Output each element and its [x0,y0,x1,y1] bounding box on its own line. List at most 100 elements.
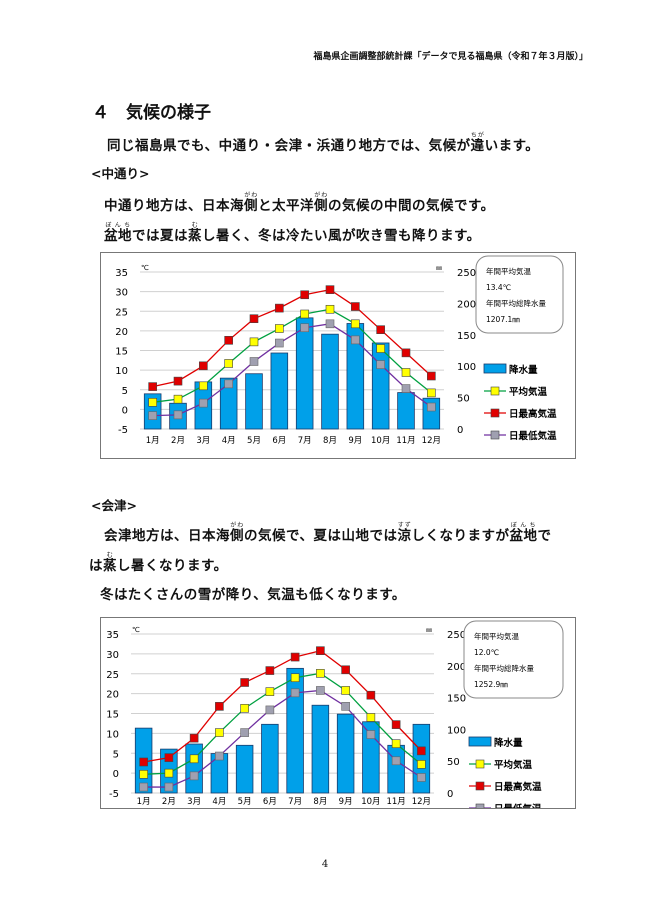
info-text: 年間平均総降水量 [486,298,546,308]
series-line-1 [152,308,432,403]
data-point-marker [417,746,426,756]
ruby-base: 側 [314,198,328,214]
ruby-word: 側がわ [314,192,328,214]
month-label: 2月 [162,797,176,807]
text-segment: の気候の中間の気候です。 [328,198,495,214]
month-label: 7月 [288,797,302,807]
data-point-marker [325,319,335,329]
data-point-marker [265,687,275,696]
data-point-marker [290,652,300,662]
ruby-reading: ぼんち [509,522,538,529]
data-point-marker [240,678,249,687]
left-axis-tick-label: 0 [122,405,128,416]
ruby-reading: がわ [314,192,328,199]
left-axis-tick-label: 5 [113,749,119,760]
ruby-word: 側がわ [230,522,244,544]
data-point-marker [417,760,426,769]
right-axis-tick-label: 250 [447,630,466,641]
section-title: ４ 気候の様子 [92,103,211,123]
data-point-marker [199,361,208,371]
data-point-marker [300,290,309,300]
month-label: 4月 [212,797,226,807]
text-segment: では夏は [132,228,188,244]
left-axis-tick-label: 15 [106,710,119,721]
aizu-paragraph-1: 会津地方は、日本海側がわの気候で、夏は山地では涼すずしくなりますが盆地ぼんちで [104,522,551,544]
data-point-marker [427,402,436,412]
ruby-word: 涼すず [397,522,411,544]
right-axis-tick-label: 0 [447,789,453,800]
data-point-marker [427,388,436,398]
left-axis-tick-label: 25 [115,307,128,318]
ruby-base: 違 [470,138,485,154]
series-line-2 [152,288,432,388]
legend-marker [490,430,500,440]
info-text: 年間平均気温 [486,266,531,276]
ruby-base: 蒸 [103,558,117,574]
data-point-marker [351,319,360,329]
data-point-marker [199,398,208,408]
month-label: 2月 [171,436,185,446]
legend-swatch-precipitation [483,363,507,374]
text-segment: と太平洋 [258,198,314,214]
data-point-marker [401,348,411,358]
text-segment: は [89,558,103,574]
ruby-reading: む [188,222,202,229]
precipitation-bar [397,392,415,430]
text-segment: の気候で、夏は山地では [244,528,398,544]
data-point-marker [249,357,259,366]
right-axis-tick-label: 100 [447,725,466,736]
data-point-marker [224,379,233,389]
ruby-base: 盆地 [104,228,132,244]
data-point-marker [215,702,224,711]
data-point-marker [391,739,401,749]
info-text: 年間平均総降水量 [474,663,534,673]
data-point-marker [351,335,360,345]
month-label: 12月 [412,797,431,807]
left-axis-tick-label: 10 [106,729,119,740]
month-label: 6月 [263,797,277,807]
legend-label: 日最低気温 [494,803,542,808]
nakadori-paragraph-1: 中通り地方は、日本海側がわと太平洋側がわの気候の中間の気候です。 [104,192,495,214]
data-point-marker [316,686,325,695]
month-label: 5月 [238,797,252,807]
data-point-marker [164,768,174,778]
month-label: 9月 [339,797,353,807]
month-label: 11月 [396,436,415,446]
data-point-marker [341,686,350,695]
aizu-paragraph-3: 冬はたくさんの雪が降り、気温も低くなります。 [100,583,406,603]
data-point-marker [139,782,148,792]
month-label: 4月 [222,436,236,446]
data-point-marker [215,728,224,737]
data-point-marker [265,666,275,675]
data-point-marker [341,665,350,675]
right-axis-tick-label: 50 [447,757,460,768]
nakadori-climate-chart: 35 30 25 20 15 10 5 0 -5 250 200 150 100 50 0 ℃ ㎜ 1月 2月 3月 4… [100,252,576,459]
left-axis-tick-label: 35 [115,268,128,279]
ruby-base: 盆地 [509,528,538,544]
ruby-reading: すず [397,522,412,529]
legend-marker [490,386,500,396]
precipitation-bar [219,377,238,430]
left-axis-tick-label: 20 [115,327,128,338]
ruby-reading: がわ [244,192,258,199]
data-point-marker [376,360,385,369]
aizu-paragraph-2: は蒸むし暑くなります。 [89,552,228,574]
data-point-marker [173,376,183,386]
precipitation-bar [270,352,289,430]
ruby-base: 蒸 [188,228,202,244]
right-axis-unit: ㎜ [436,265,442,272]
data-point-marker [316,646,325,655]
data-point-marker [300,309,309,319]
left-axis-tick-label: 5 [122,386,128,397]
legend-label: 日最低気温 [509,430,557,442]
aizu-climate-chart: 35 30 25 20 15 10 5 0 -5 250 200 150 100 50 0 ℃ ㎜ 1月 2月 3月 4… [100,617,576,815]
data-point-marker [249,337,259,347]
month-label: 7月 [298,436,312,446]
data-point-marker [290,688,300,698]
precipitation-bar [245,373,263,430]
ruby-word: 違ちが [470,132,485,154]
section-heading-aizu: <会津> [91,498,137,513]
month-label: 3月 [187,797,201,807]
ruby-word: 蒸む [103,552,117,574]
data-point-marker [401,384,411,393]
